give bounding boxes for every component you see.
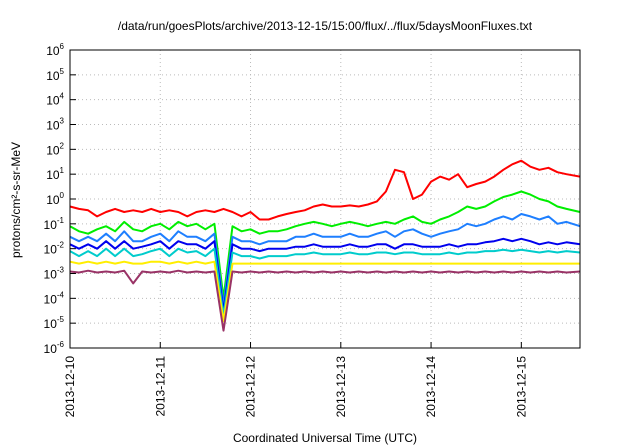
x-tick-label: 2013-12-15 [514, 356, 528, 418]
x-tick-label: 2013-12-13 [334, 356, 348, 418]
x-tick-label: 2013-12-10 [63, 356, 77, 418]
y-tick-label: 103 [46, 117, 64, 133]
y-tick-label: 101 [46, 166, 64, 182]
series-line-4 [69, 237, 581, 313]
series-line-6 [69, 260, 580, 323]
y-tick-label: 102 [46, 141, 64, 157]
plot-frame [69, 49, 581, 349]
y-tick-label: 100 [46, 191, 64, 207]
x-axis-label: Coordinated Universal Time (UTC) [233, 431, 417, 445]
y-tick-label: 106 [46, 42, 64, 58]
y-axis-label: protons/cm²-s-sr-MeV [9, 142, 23, 258]
y-tick-label: 10-4 [44, 290, 65, 306]
y-tick-label: 10-5 [44, 315, 65, 331]
y-tick-labels: 10-6 10-5 10-4 10-3 10-2 10-1 100 101 102 103 104 1… [44, 42, 65, 356]
series-line-3 [69, 213, 581, 307]
x-tick-label: 2013-12-12 [244, 356, 258, 418]
x-tick-label: 2013-12-11 [153, 356, 167, 417]
y-tick-label: 10-6 [44, 340, 65, 356]
series-line-1 [69, 159, 581, 221]
chart-title: /data/run/goesPlots/archive/2013-12-15/1… [118, 19, 533, 33]
y-tick-label: 104 [46, 92, 64, 108]
y-tick-label: 10-2 [44, 241, 65, 257]
grid [69, 49, 580, 349]
series-line-5 [69, 247, 581, 317]
y-tick-label: 105 [46, 67, 64, 83]
series-line-2 [69, 190, 581, 300]
series-layer [69, 159, 581, 332]
x-tick-labels: 2013-12-10 2013-12-11 2013-12-12 2013-12-13… [63, 356, 528, 418]
y-tick-label: 10-3 [44, 266, 65, 282]
series-line-7 [69, 269, 581, 332]
y-tick-label: 10-1 [44, 216, 65, 232]
x-tick-label: 2013-12-14 [424, 356, 438, 418]
